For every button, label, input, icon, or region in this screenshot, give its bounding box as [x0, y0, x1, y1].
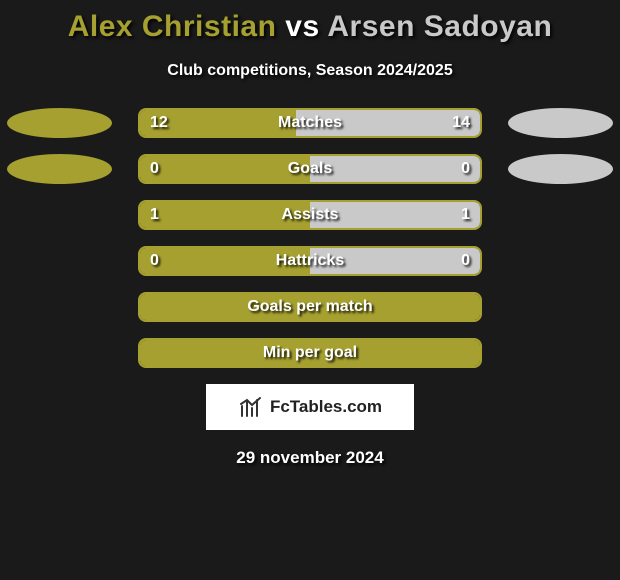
- player1-ellipse: [7, 108, 112, 138]
- stat-bar: 1214Matches: [138, 108, 482, 138]
- stat-label: Assists: [140, 202, 480, 228]
- stat-label: Min per goal: [140, 340, 480, 366]
- logo-box: FcTables.com: [206, 384, 414, 430]
- stat-label: Goals: [140, 156, 480, 182]
- stat-label: Hattricks: [140, 248, 480, 274]
- comparison-title: Alex Christian vs Arsen Sadoyan: [0, 0, 620, 44]
- fctables-icon: [238, 396, 264, 418]
- subtitle: Club competitions, Season 2024/2025: [0, 62, 620, 80]
- player2-ellipse: [508, 108, 613, 138]
- date-text: 29 november 2024: [0, 448, 620, 468]
- player1-name: Alex Christian: [68, 10, 277, 43]
- stat-row: 1214Matches: [0, 108, 620, 138]
- stat-label: Matches: [140, 110, 480, 136]
- stat-row: Goals per match: [0, 292, 620, 322]
- stat-row: Min per goal: [0, 338, 620, 368]
- vs-text: vs: [285, 10, 319, 43]
- stat-bar: 00Hattricks: [138, 246, 482, 276]
- stat-bar: 11Assists: [138, 200, 482, 230]
- stat-label: Goals per match: [140, 294, 480, 320]
- stat-row: 11Assists: [0, 200, 620, 230]
- player2-ellipse: [508, 154, 613, 184]
- stat-bar: 00Goals: [138, 154, 482, 184]
- stats-container: 1214Matches 00Goals 11Assists 00Hattricks Go…: [0, 108, 620, 368]
- player2-name: Arsen Sadoyan: [327, 10, 552, 43]
- stat-row: 00Goals: [0, 154, 620, 184]
- logo-text: FcTables.com: [270, 397, 382, 417]
- player1-ellipse: [7, 154, 112, 184]
- stat-bar: Goals per match: [138, 292, 482, 322]
- stat-row: 00Hattricks: [0, 246, 620, 276]
- stat-bar: Min per goal: [138, 338, 482, 368]
